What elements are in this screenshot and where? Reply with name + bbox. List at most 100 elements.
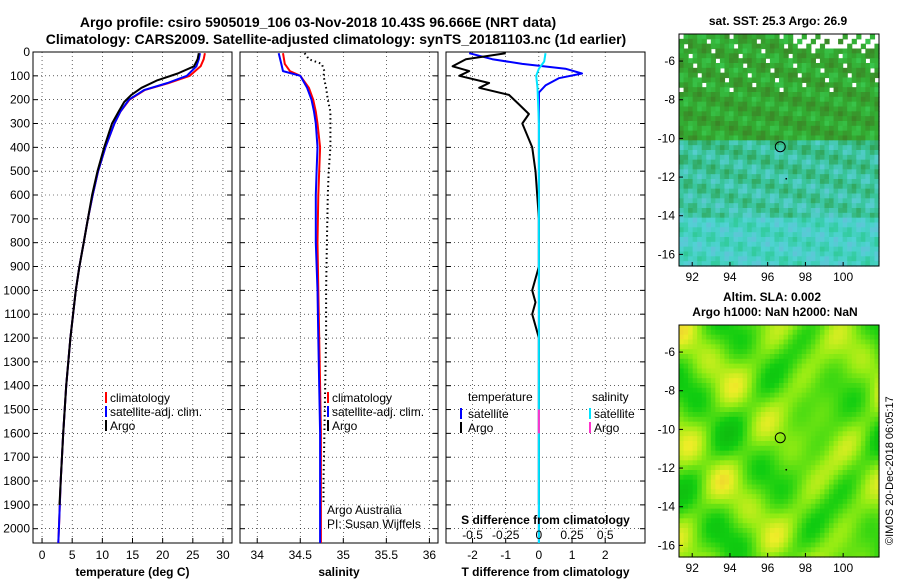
sla-cell bbox=[738, 460, 744, 466]
sla-cell bbox=[756, 387, 762, 394]
sst-cell bbox=[851, 246, 857, 253]
sst-cell bbox=[824, 145, 830, 151]
sst-track-dot bbox=[785, 177, 788, 180]
sla-cell bbox=[683, 344, 689, 350]
sst-cell bbox=[765, 63, 771, 69]
sla-cell bbox=[874, 445, 880, 452]
sst-cell bbox=[742, 164, 748, 170]
sst-cell bbox=[801, 58, 807, 64]
sla-cell bbox=[724, 518, 730, 524]
sst-cell bbox=[710, 130, 716, 137]
sst-cell bbox=[865, 145, 871, 151]
sst-cell bbox=[697, 198, 703, 204]
sst-cell bbox=[865, 125, 871, 132]
sla-cell bbox=[792, 368, 798, 374]
sla-cell bbox=[824, 329, 830, 336]
sst-cell bbox=[851, 106, 857, 112]
sst-cell bbox=[742, 125, 748, 132]
sla-cell bbox=[679, 470, 685, 476]
difference-xtick-label: 0 bbox=[536, 548, 543, 562]
sla-cell bbox=[851, 528, 857, 534]
sla-cell bbox=[738, 354, 744, 360]
sst-cell bbox=[838, 169, 844, 175]
sla-cell bbox=[851, 499, 857, 505]
sla-cell bbox=[697, 325, 703, 331]
sst-cell bbox=[838, 72, 844, 79]
temperature-xtick-label: 5 bbox=[69, 548, 76, 562]
sla-cell bbox=[760, 489, 766, 495]
sst-cell bbox=[783, 111, 789, 117]
sst-cell bbox=[742, 106, 748, 112]
sla-cell bbox=[779, 499, 785, 505]
sla-cell bbox=[697, 344, 703, 350]
sst-cell bbox=[747, 198, 753, 204]
sst-cell bbox=[692, 256, 698, 262]
sst-cell bbox=[729, 188, 735, 195]
sla-cell bbox=[701, 460, 707, 466]
sst-cell bbox=[724, 183, 730, 190]
sla-cell bbox=[860, 508, 866, 515]
sst-cell bbox=[788, 125, 794, 132]
sla-cell bbox=[838, 344, 844, 350]
sst-cell bbox=[697, 188, 703, 195]
sst-cell bbox=[706, 145, 712, 151]
sst-cell bbox=[765, 72, 771, 79]
sst-cell bbox=[719, 256, 726, 262]
sst-cell bbox=[724, 130, 730, 137]
sla-cell bbox=[738, 484, 744, 490]
sst-cell bbox=[738, 106, 744, 112]
sla-cell bbox=[806, 552, 812, 558]
sst-cell bbox=[833, 130, 839, 137]
sla-cell bbox=[842, 542, 848, 548]
sst-cell bbox=[856, 227, 862, 233]
sla-cell bbox=[783, 383, 789, 389]
sst-cell bbox=[847, 101, 853, 108]
sst-cell bbox=[679, 261, 685, 267]
sla-cell bbox=[715, 474, 721, 481]
sla-cell bbox=[806, 518, 812, 524]
sst-cell bbox=[865, 38, 871, 45]
sst-cell bbox=[797, 140, 803, 146]
sla-cell bbox=[788, 358, 794, 365]
sla-cell bbox=[692, 392, 698, 399]
sst-cell bbox=[842, 183, 848, 190]
sla-cell bbox=[847, 402, 853, 408]
sst-cell bbox=[779, 63, 785, 69]
sst-cell bbox=[688, 212, 694, 219]
sst-cell bbox=[788, 164, 794, 170]
sst-cell bbox=[856, 140, 862, 146]
sst-cell bbox=[719, 150, 726, 156]
sst-cell bbox=[760, 58, 766, 64]
sla-cell bbox=[792, 503, 798, 510]
sla-cell bbox=[679, 325, 685, 331]
sla-cell bbox=[774, 552, 780, 558]
sst-cell bbox=[815, 82, 821, 88]
sla-cell bbox=[792, 470, 798, 476]
sla-cell bbox=[747, 465, 753, 471]
sst-cell bbox=[715, 164, 721, 170]
sst-cell bbox=[733, 38, 739, 45]
sla-cell bbox=[824, 508, 830, 515]
sst-cell bbox=[688, 169, 694, 175]
sst-cell bbox=[760, 96, 766, 103]
sst-cell bbox=[769, 217, 776, 224]
sla-cell bbox=[801, 470, 807, 476]
sla-cell bbox=[760, 344, 766, 350]
sst-cell bbox=[842, 106, 848, 112]
sst-cell bbox=[742, 222, 748, 228]
sla-cell bbox=[706, 397, 712, 403]
sst-cell bbox=[847, 183, 853, 190]
sst-cell bbox=[692, 212, 698, 219]
sst-cell bbox=[833, 222, 839, 228]
sst-cell bbox=[838, 188, 844, 195]
sst-cell bbox=[833, 193, 839, 199]
sst-cell bbox=[856, 174, 862, 180]
sla-cell bbox=[856, 426, 862, 432]
sst-cell bbox=[760, 164, 766, 170]
sst-cell bbox=[860, 174, 866, 180]
sla-cell bbox=[851, 503, 857, 510]
sst-cell bbox=[856, 77, 862, 83]
sst-cell bbox=[788, 179, 794, 185]
diff-xlabel-salinity: S difference from climatology bbox=[461, 513, 630, 527]
sla-cell bbox=[779, 354, 785, 360]
